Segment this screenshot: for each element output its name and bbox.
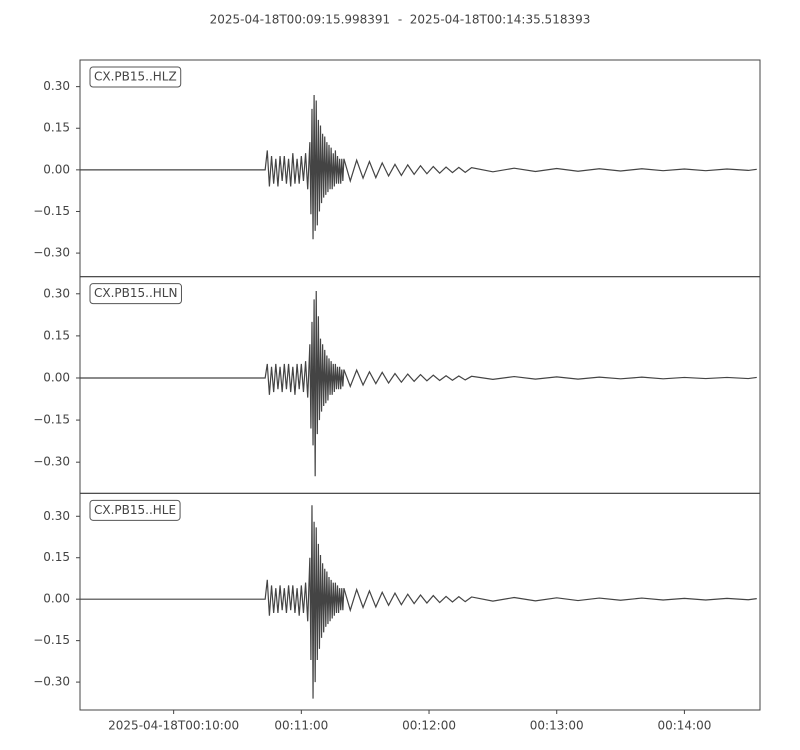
trace-label: CX.PB15..HLE [94,503,176,517]
y-tick-label: 0.00 [43,162,70,176]
panel-frame [79,492,761,711]
y-tick-label: 0.15 [43,550,70,564]
y-tick-label: 0.15 [43,328,70,342]
y-tick-label: −0.30 [33,455,70,469]
y-tick-label: 0.30 [43,509,70,523]
y-tick-label: 0.15 [43,121,70,135]
y-tick-label: 0.00 [43,592,70,606]
x-tick-label: 00:14:00 [657,719,711,733]
y-tick-label: 0.30 [43,79,70,93]
waveform [80,290,757,477]
x-tick-label: 2025-04-18T00:10:00 [108,719,239,733]
trace-label: CX.PB15..HLZ [94,70,177,84]
chart-title: 2025-04-18T00:09:15.998391 - 2025-04-18T… [210,13,591,27]
panel-frame [79,276,761,494]
y-tick-label: −0.15 [33,633,70,647]
y-tick-label: −0.30 [33,246,70,260]
trace-label-box [89,283,182,305]
y-tick-label: −0.15 [33,413,70,427]
y-tick-label: 0.30 [43,286,70,300]
x-tick-label: 00:13:00 [530,719,584,733]
y-tick-label: −0.30 [33,675,70,689]
waveform [80,505,757,699]
x-tick-label: 00:12:00 [402,719,456,733]
trace-label-box [89,499,181,521]
trace-label-box [89,66,182,88]
y-tick-label: −0.15 [33,204,70,218]
y-tick-label: 0.00 [43,370,70,384]
x-tick-label: 00:11:00 [274,719,328,733]
waveform [80,94,757,240]
panel-frame [79,59,761,278]
trace-label: CX.PB15..HLN [94,286,177,300]
